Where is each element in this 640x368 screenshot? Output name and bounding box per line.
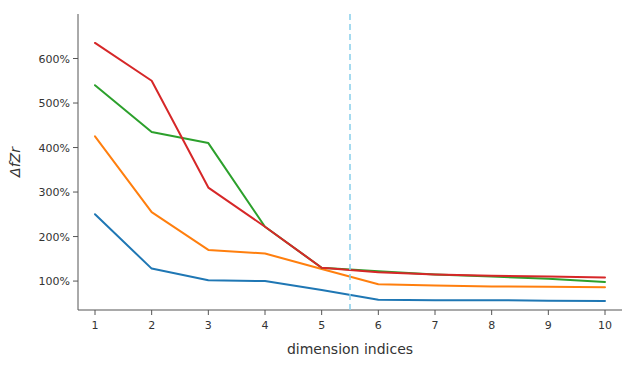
y-tick-label: 200%	[39, 231, 70, 244]
y-tick-label: 300%	[39, 186, 70, 199]
y-tick-label: 100%	[39, 275, 70, 288]
x-tick	[491, 310, 492, 315]
x-tick	[548, 310, 549, 315]
y-tick	[73, 147, 78, 148]
x-tick-label: 1	[92, 319, 99, 332]
vertical-line	[349, 14, 351, 310]
x-tick-label: 9	[545, 319, 552, 332]
y-axis-label: ΔfZr	[7, 146, 23, 178]
x-axis: 1 2 3 4 5 6 7 8 9 10	[92, 310, 613, 332]
x-tick-label: 4	[262, 319, 269, 332]
x-tick	[265, 310, 266, 315]
x-tick	[208, 310, 209, 315]
x-tick	[435, 310, 436, 315]
x-tick	[321, 310, 322, 315]
x-tick	[605, 310, 606, 315]
background	[0, 0, 640, 368]
x-axis-label: dimension indices	[287, 341, 413, 357]
x-tick	[151, 310, 152, 315]
y-tick	[73, 281, 78, 282]
y-tick-label: 600%	[39, 53, 70, 66]
x-tick-label: 6	[375, 319, 382, 332]
y-axis: 100% 200% 300% 400% 500% 600%	[39, 53, 78, 289]
y-tick	[73, 236, 78, 237]
x-tick-label: 2	[148, 319, 155, 332]
y-tick	[73, 103, 78, 104]
x-tick-label: 10	[598, 319, 612, 332]
x-tick-label: 8	[488, 319, 495, 332]
y-tick	[73, 192, 78, 193]
y-tick-label: 400%	[39, 142, 70, 155]
x-tick	[378, 310, 379, 315]
x-tick	[95, 310, 96, 315]
x-tick-label: 3	[205, 319, 212, 332]
plot-area	[95, 14, 605, 310]
y-tick	[73, 58, 78, 59]
x-tick-label: 7	[432, 319, 439, 332]
y-tick-label: 500%	[39, 97, 70, 110]
x-tick-label: 5	[318, 319, 325, 332]
chart: 1 2 3 4 5 6 7 8 9 10 100% 200% 300% 400% 500% 600% dimen…	[0, 0, 640, 368]
